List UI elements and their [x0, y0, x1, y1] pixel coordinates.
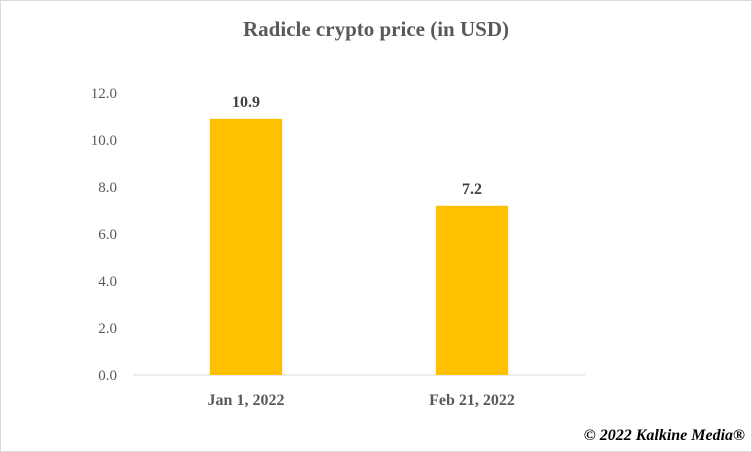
copyright-watermark: © 2022 Kalkine Media® — [583, 427, 745, 444]
y-tick-label: 0.0 — [98, 368, 117, 384]
bar — [209, 118, 283, 375]
x-category-label: Feb 21, 2022 — [429, 392, 515, 409]
y-tick-label: 2.0 — [98, 321, 117, 337]
chart-title: Radicle crypto price (in USD) — [243, 17, 509, 41]
y-tick-label: 4.0 — [98, 274, 117, 290]
y-tick-label: 10.0 — [91, 133, 117, 149]
data-label: 10.9 — [232, 94, 260, 111]
y-tick-label: 8.0 — [98, 180, 117, 196]
x-category-label: Jan 1, 2022 — [208, 392, 285, 409]
y-tick-label: 6.0 — [98, 227, 117, 243]
data-label: 7.2 — [462, 181, 482, 198]
bar — [435, 205, 509, 375]
y-tick-label: 12.0 — [91, 86, 117, 102]
